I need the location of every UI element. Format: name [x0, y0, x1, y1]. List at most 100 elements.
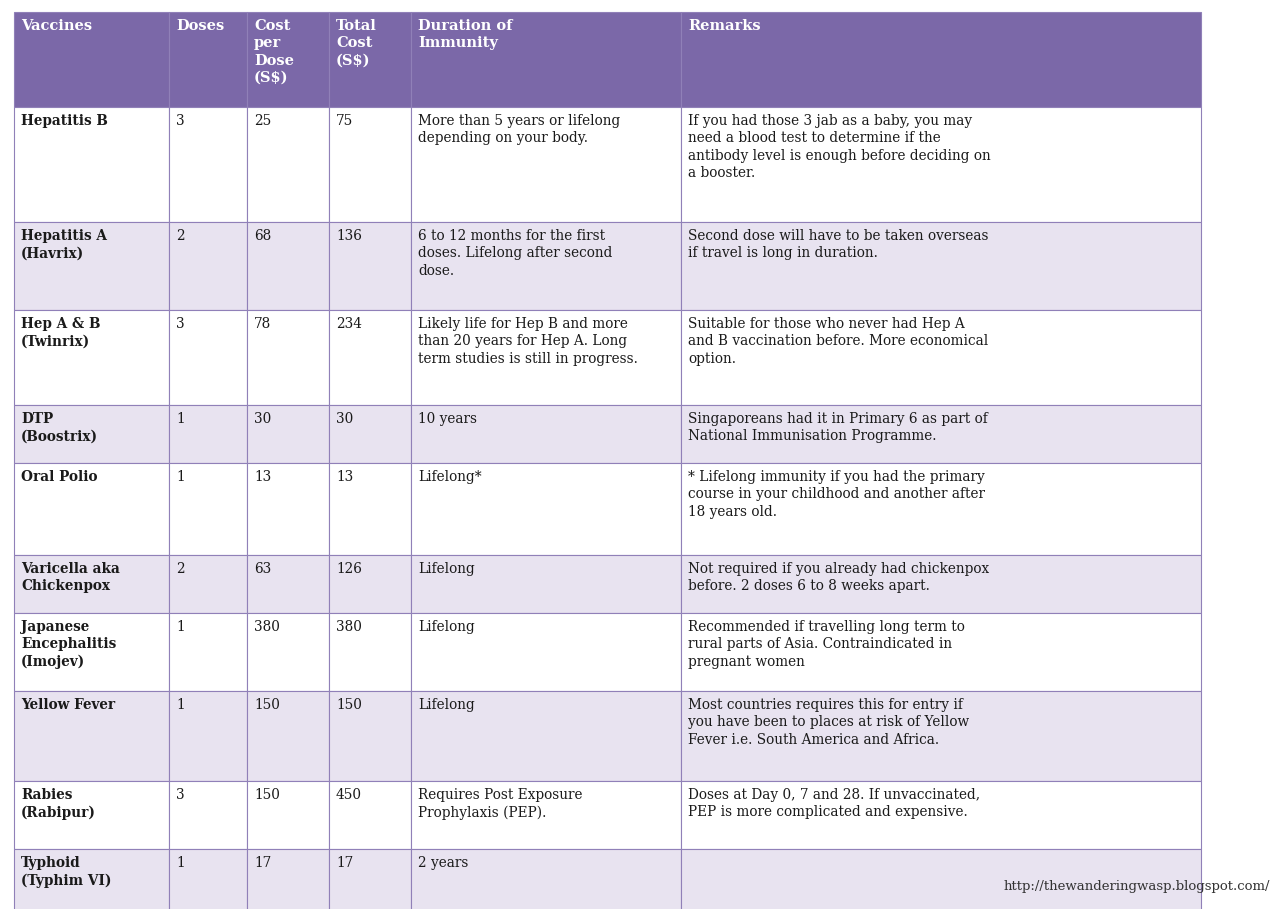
Bar [247, 222, 329, 310]
Bar [681, 107, 1201, 222]
Text: 2: 2 [177, 562, 184, 576]
Bar [169, 691, 247, 781]
Text: 380: 380 [253, 620, 280, 634]
Bar [411, 12, 681, 107]
Bar [411, 555, 681, 613]
Text: 75: 75 [335, 114, 353, 128]
Text: 3: 3 [177, 114, 184, 128]
Text: 30: 30 [335, 412, 353, 426]
Text: Rabies
(Rabipur): Rabies (Rabipur) [20, 788, 96, 820]
Text: 6 to 12 months for the first
doses. Lifelong after second
dose.: 6 to 12 months for the first doses. Life… [419, 229, 612, 277]
Text: 10 years: 10 years [419, 412, 477, 426]
Text: Hepatitis A
(Havrix): Hepatitis A (Havrix) [20, 229, 108, 260]
Text: 13: 13 [253, 470, 271, 484]
Bar [169, 107, 247, 222]
Bar [411, 781, 681, 849]
Bar [411, 849, 681, 909]
Bar [247, 555, 329, 613]
Bar [681, 781, 1201, 849]
Text: 150: 150 [335, 698, 362, 712]
Text: 1: 1 [177, 856, 184, 870]
Bar [681, 849, 1201, 909]
Bar [329, 12, 411, 107]
Bar [329, 781, 411, 849]
Bar [329, 555, 411, 613]
Bar [169, 781, 247, 849]
Text: 1: 1 [177, 470, 184, 484]
Text: 1: 1 [177, 620, 184, 634]
Text: Remarks: Remarks [689, 19, 760, 33]
Text: 3: 3 [177, 788, 184, 802]
Bar [14, 781, 169, 849]
Text: Not required if you already had chickenpox
before. 2 doses 6 to 8 weeks apart.: Not required if you already had chickenp… [689, 562, 989, 594]
Bar [411, 463, 681, 555]
Bar [329, 405, 411, 463]
Text: Hepatitis B: Hepatitis B [20, 114, 108, 128]
Text: Likely life for Hep B and more
than 20 years for Hep A. Long
term studies is sti: Likely life for Hep B and more than 20 y… [419, 317, 637, 365]
Text: Yellow Fever: Yellow Fever [20, 698, 115, 712]
Text: 1: 1 [177, 412, 184, 426]
Bar [14, 12, 169, 107]
Text: If you had those 3 jab as a baby, you may
need a blood test to determine if the
: If you had those 3 jab as a baby, you ma… [689, 114, 991, 180]
Text: Lifelong: Lifelong [419, 562, 475, 576]
Bar [14, 849, 169, 909]
Text: 3: 3 [177, 317, 184, 331]
Bar [14, 405, 169, 463]
Text: Recommended if travelling long term to
rural parts of Asia. Contraindicated in
p: Recommended if travelling long term to r… [689, 620, 965, 669]
Text: 136: 136 [335, 229, 362, 243]
Text: 150: 150 [253, 788, 280, 802]
Text: More than 5 years or lifelong
depending on your body.: More than 5 years or lifelong depending … [419, 114, 621, 145]
Text: Cost
per
Dose
(S$): Cost per Dose (S$) [253, 19, 294, 85]
Bar [247, 12, 329, 107]
Text: Singaporeans had it in Primary 6 as part of
National Immunisation Programme.: Singaporeans had it in Primary 6 as part… [689, 412, 988, 444]
Bar [14, 691, 169, 781]
Bar [329, 849, 411, 909]
Bar [329, 222, 411, 310]
Bar [411, 691, 681, 781]
Bar [14, 107, 169, 222]
Text: 30: 30 [253, 412, 271, 426]
Text: Most countries requires this for entry if
you have been to places at risk of Yel: Most countries requires this for entry i… [689, 698, 969, 746]
Text: 126: 126 [335, 562, 362, 576]
Text: Varicella aka
Chickenpox: Varicella aka Chickenpox [20, 562, 120, 594]
Bar [14, 222, 169, 310]
Text: 25: 25 [253, 114, 271, 128]
Text: 2 years: 2 years [419, 856, 468, 870]
Text: 150: 150 [253, 698, 280, 712]
Bar [681, 555, 1201, 613]
Bar [247, 310, 329, 405]
Text: Lifelong: Lifelong [419, 698, 475, 712]
Bar [247, 781, 329, 849]
Bar [169, 310, 247, 405]
Text: 17: 17 [253, 856, 271, 870]
Bar [681, 310, 1201, 405]
Bar [329, 310, 411, 405]
Bar [681, 405, 1201, 463]
Bar [329, 463, 411, 555]
Bar [329, 107, 411, 222]
Text: DTP
(Boostrix): DTP (Boostrix) [20, 412, 99, 444]
Text: Lifelong: Lifelong [419, 620, 475, 634]
Text: Duration of
Immunity: Duration of Immunity [419, 19, 512, 50]
Bar [247, 613, 329, 691]
Text: 63: 63 [253, 562, 271, 576]
Bar [681, 222, 1201, 310]
Text: Japanese
Encephalitis
(Imojev): Japanese Encephalitis (Imojev) [20, 620, 116, 669]
Text: 380: 380 [335, 620, 362, 634]
Bar [411, 222, 681, 310]
Bar [14, 613, 169, 691]
Bar [14, 310, 169, 405]
Bar [411, 107, 681, 222]
Bar [247, 691, 329, 781]
Bar [14, 555, 169, 613]
Text: Requires Post Exposure
Prophylaxis (PEP).: Requires Post Exposure Prophylaxis (PEP)… [419, 788, 582, 820]
Bar [411, 613, 681, 691]
Bar [681, 691, 1201, 781]
Bar [14, 463, 169, 555]
Bar [681, 613, 1201, 691]
Bar [169, 463, 247, 555]
Text: Hep A & B
(Twinrix): Hep A & B (Twinrix) [20, 317, 101, 348]
Text: http://thewanderingwasp.blogspot.com/: http://thewanderingwasp.blogspot.com/ [1004, 880, 1270, 893]
Text: 2: 2 [177, 229, 184, 243]
Text: 450: 450 [335, 788, 362, 802]
